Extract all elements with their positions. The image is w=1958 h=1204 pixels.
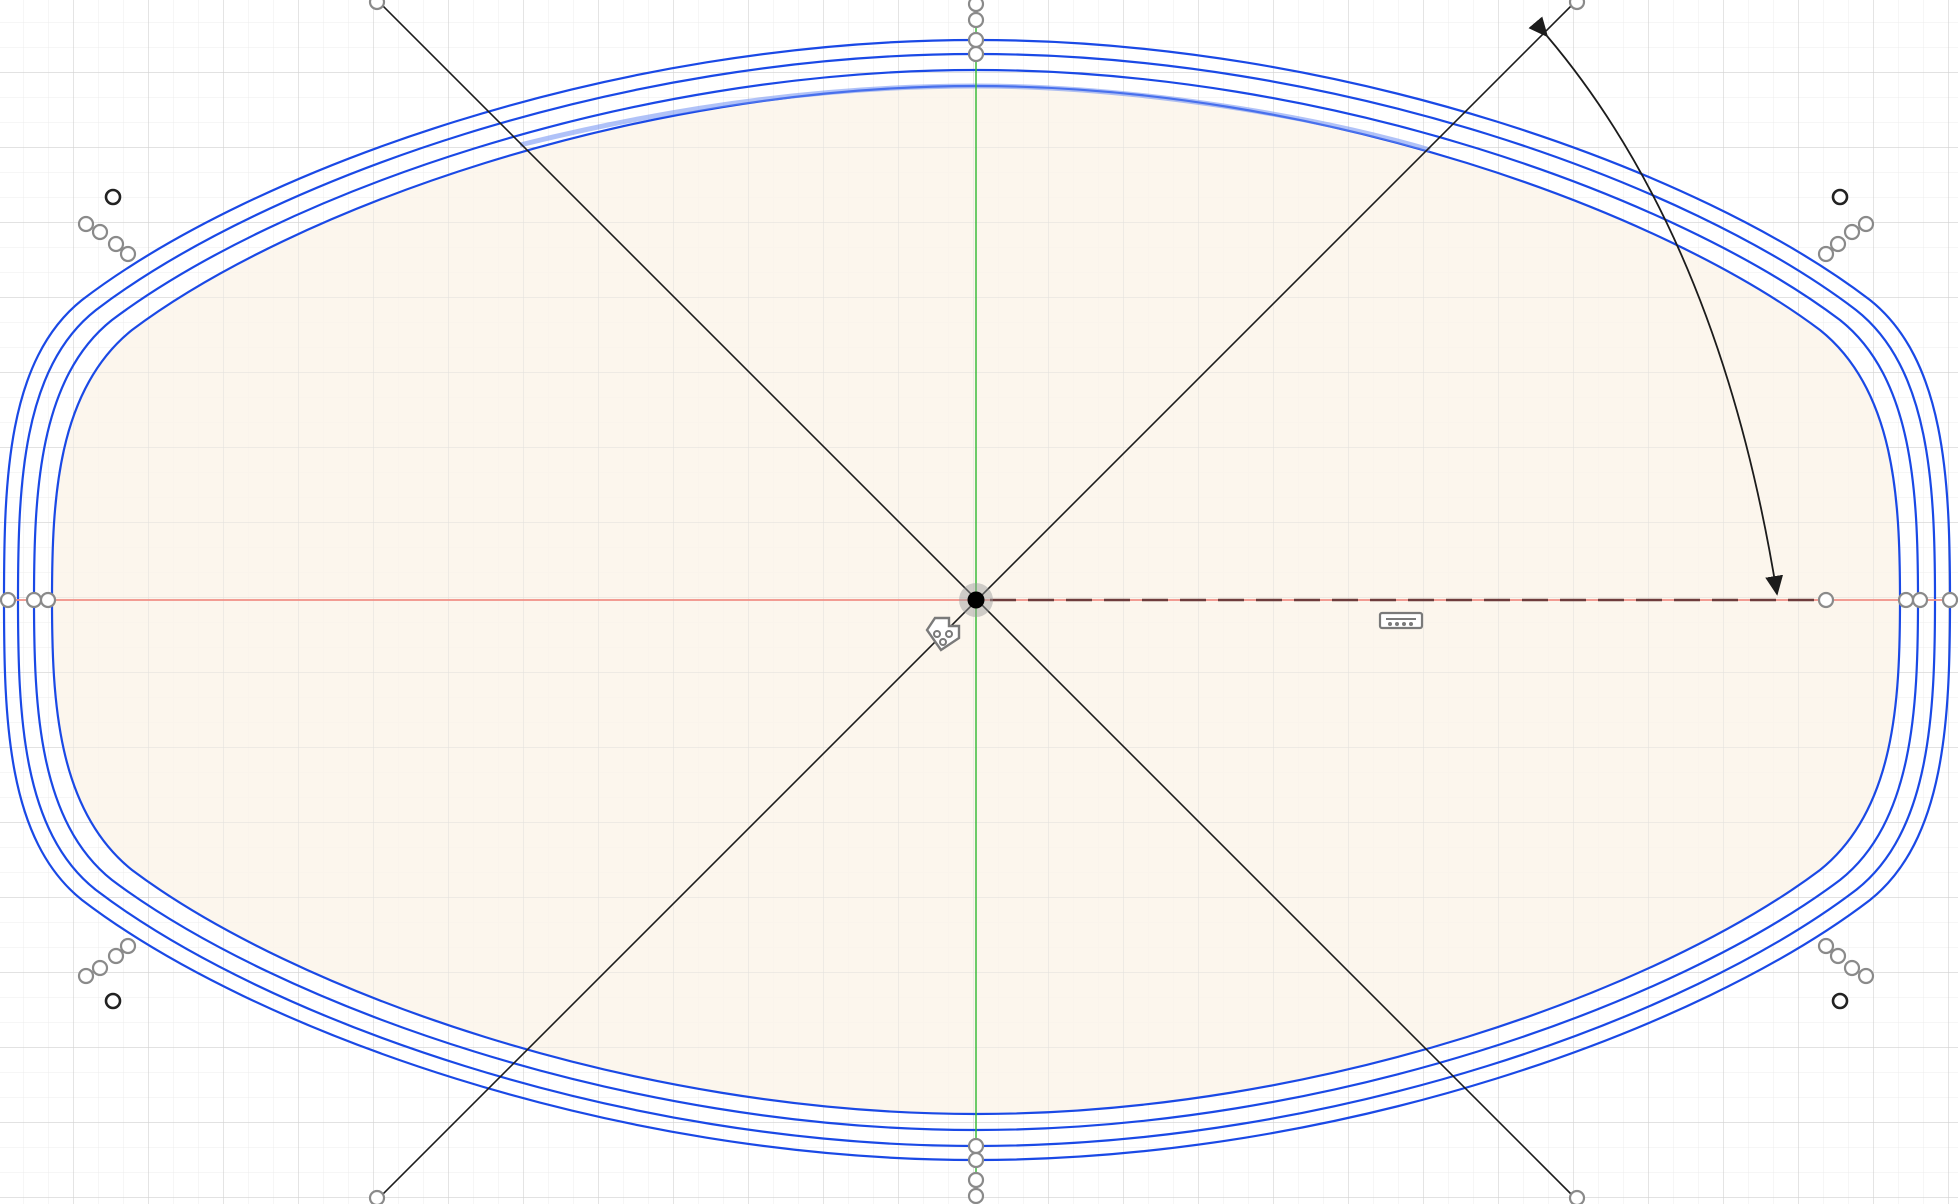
sketch-point[interactable] (25, 591, 43, 609)
corner-control-points[interactable] (104, 188, 1849, 1010)
control-point[interactable] (1831, 188, 1849, 206)
sketch-point[interactable] (967, 1187, 985, 1204)
sketch-point[interactable] (91, 959, 109, 977)
sketch-origin[interactable] (959, 583, 993, 617)
sketch-point[interactable] (967, 1171, 985, 1189)
control-point[interactable] (104, 188, 122, 206)
sketch-point[interactable] (1829, 235, 1847, 253)
sketch-point[interactable] (1941, 591, 1958, 609)
sketch-point[interactable] (1857, 215, 1875, 233)
sketch-point[interactable] (91, 223, 109, 241)
sketch-point[interactable] (1817, 937, 1835, 955)
control-point[interactable] (1831, 992, 1849, 1010)
sketch-point[interactable] (77, 215, 95, 233)
horizontal-dimension-glyph-icon[interactable] (1378, 611, 1424, 630)
sketch-point[interactable] (1843, 959, 1861, 977)
sketch-point[interactable] (119, 245, 137, 263)
sketch-origin-glyph-icon[interactable] (925, 616, 961, 652)
sketch-point[interactable] (1568, 1189, 1586, 1204)
sketch-point[interactable] (1568, 0, 1586, 11)
control-point[interactable] (104, 992, 122, 1010)
sketch-point[interactable] (1857, 967, 1875, 985)
sketch-point[interactable] (1829, 947, 1847, 965)
sketch-point[interactable] (967, 31, 985, 49)
sketch-point[interactable] (368, 1189, 386, 1204)
sketch-point[interactable] (119, 937, 137, 955)
angle-dimension-arc[interactable] (1528, 16, 1784, 596)
sketch-point[interactable] (0, 591, 17, 609)
sketch-point[interactable] (107, 947, 125, 965)
sketch-point[interactable] (107, 235, 125, 253)
sketch-point[interactable] (1843, 223, 1861, 241)
sketch-point[interactable] (967, 0, 985, 13)
sketch-point[interactable] (1897, 591, 1915, 609)
sketch-point[interactable] (967, 45, 985, 63)
sketch-point[interactable] (967, 1151, 985, 1169)
sketch-point[interactable] (1817, 245, 1835, 263)
sketch-point[interactable] (39, 591, 57, 609)
sketch-point[interactable] (77, 967, 95, 985)
origin-point[interactable] (967, 591, 985, 609)
sketch-point[interactable] (368, 0, 386, 11)
sketch-point[interactable] (967, 1137, 985, 1155)
sketch-point[interactable] (967, 11, 985, 29)
sketch-point[interactable] (1817, 591, 1835, 609)
sketch-point[interactable] (1911, 591, 1929, 609)
